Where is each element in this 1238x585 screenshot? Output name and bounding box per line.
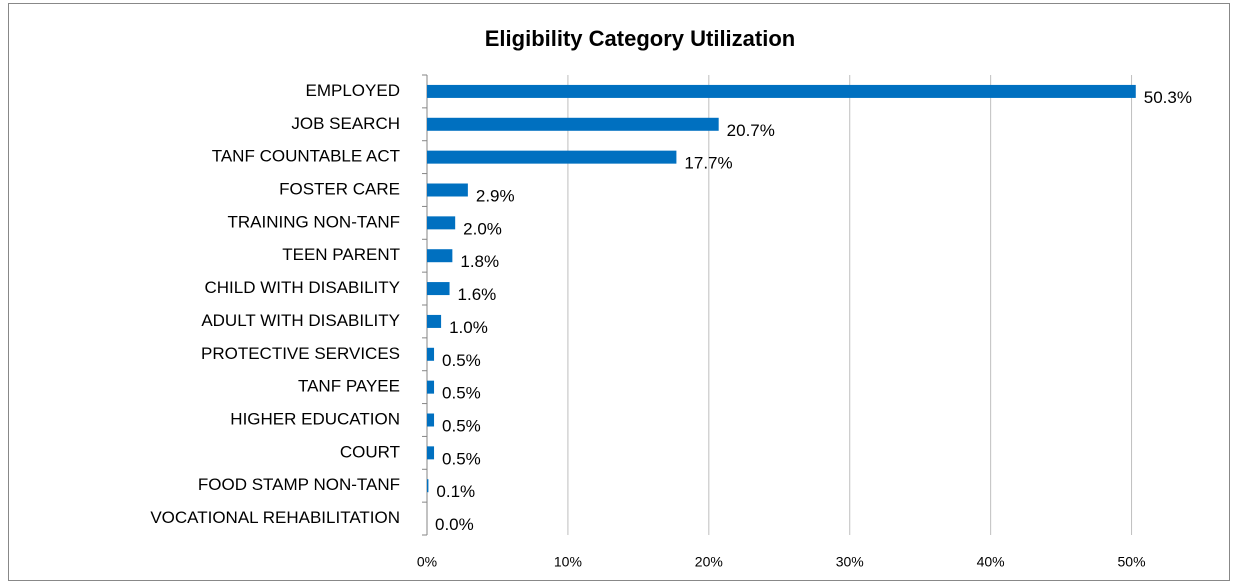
x-tick-label: 10% [554, 554, 582, 570]
y-tick-label: ADULT WITH DISABILITY [201, 311, 400, 330]
chart-border [8, 3, 1230, 581]
bar [427, 380, 435, 394]
bar [427, 249, 453, 263]
x-tick-label: 20% [695, 554, 723, 570]
x-tick-label: 30% [836, 554, 864, 570]
value-label: 1.8% [460, 252, 499, 271]
bar [427, 413, 435, 427]
value-label: 0.0% [435, 515, 474, 534]
y-tick-label: TANF PAYEE [298, 377, 400, 396]
bar [427, 183, 468, 197]
value-label: 0.5% [442, 351, 481, 370]
y-tick-label: FOSTER CARE [279, 179, 400, 198]
y-tick-label: TEEN PARENT [282, 245, 400, 264]
y-tick-label: JOB SEARCH [291, 114, 400, 133]
y-tick-label: HIGHER EDUCATION [230, 409, 400, 428]
bar [427, 314, 442, 328]
y-tick-label: CHILD WITH DISABILITY [204, 278, 400, 297]
bar [427, 117, 719, 131]
value-label: 2.0% [463, 219, 502, 238]
x-tick-label: 50% [1118, 554, 1146, 570]
value-label: 17.7% [684, 154, 732, 173]
value-label: 20.7% [727, 121, 775, 140]
value-label: 1.0% [449, 318, 488, 337]
y-tick-label: EMPLOYED [306, 81, 400, 100]
bar [427, 347, 435, 361]
y-tick-label: FOOD STAMP NON-TANF [198, 475, 400, 494]
value-label: 50.3% [1144, 88, 1192, 107]
y-tick-label: VOCATIONAL REHABILITATION [150, 508, 400, 527]
x-tick-label: 40% [977, 554, 1005, 570]
value-label: 0.5% [442, 449, 481, 468]
bar [427, 282, 450, 296]
bar [427, 216, 456, 230]
bar [427, 150, 677, 164]
y-tick-label: TANF COUNTABLE ACT [212, 147, 400, 166]
value-label: 2.9% [476, 186, 515, 205]
y-tick-label: PROTECTIVE SERVICES [201, 344, 400, 363]
x-tick-label: 0% [417, 554, 437, 570]
value-label: 0.5% [442, 416, 481, 435]
y-tick-label: TRAINING NON-TANF [227, 212, 400, 231]
y-tick-label: COURT [340, 442, 400, 461]
chart-title: Eligibility Category Utilization [485, 26, 795, 51]
bar [427, 446, 435, 460]
value-label: 0.5% [442, 384, 481, 403]
bar [427, 479, 429, 493]
bar [427, 84, 1136, 98]
value-label: 1.6% [458, 285, 497, 304]
value-label: 0.1% [436, 482, 475, 501]
